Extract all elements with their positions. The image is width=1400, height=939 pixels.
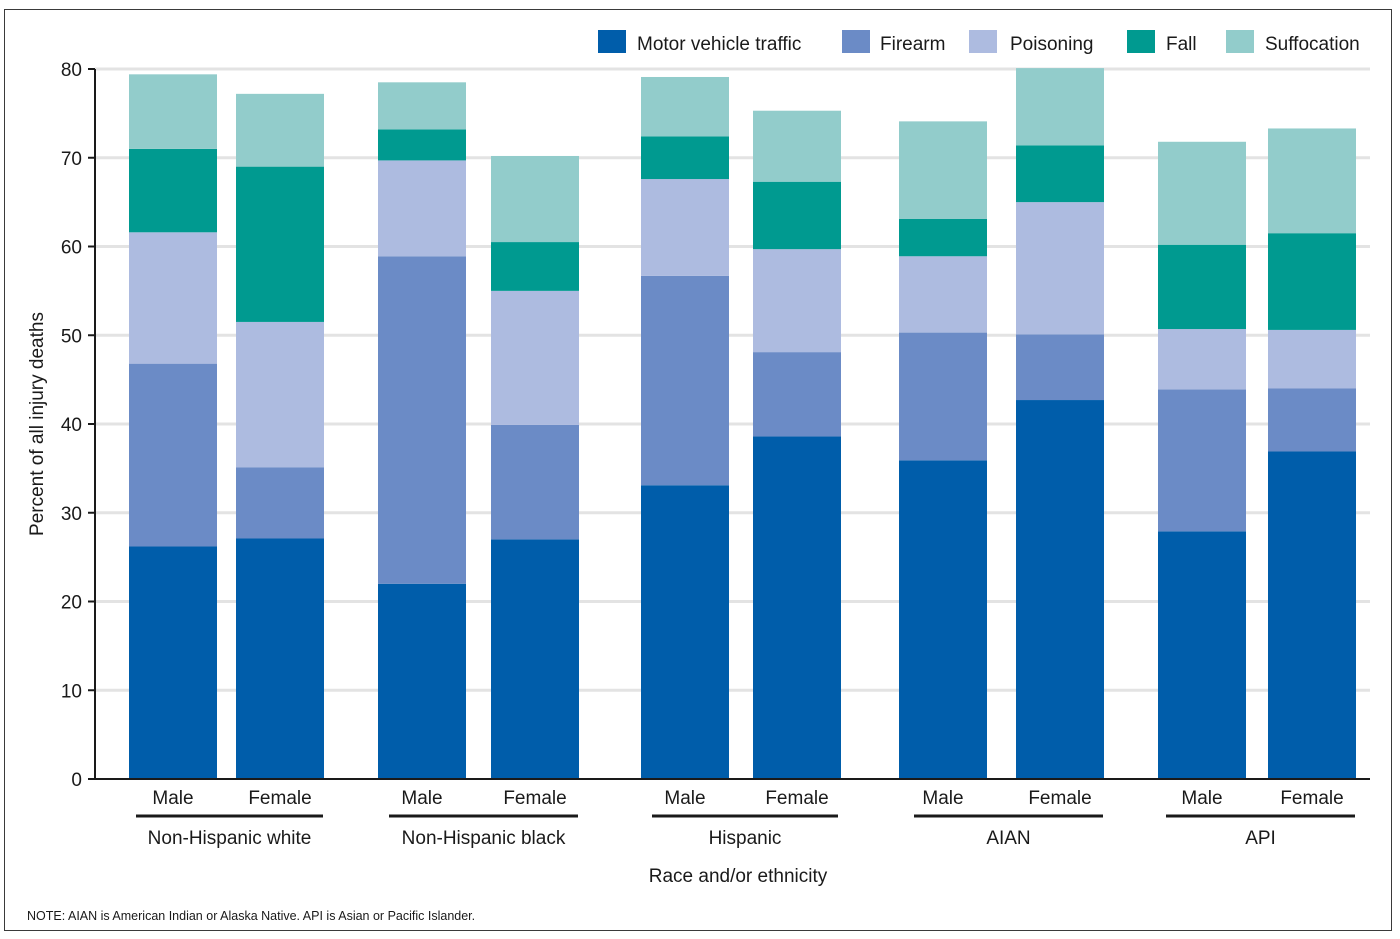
x-category-labels: Male Female Male Female Male Female Male Female… [136, 788, 1355, 849]
bar-segment-motor-vehicle-traffic-6 [899, 460, 987, 779]
bar-segment-poisoning-5 [753, 249, 841, 353]
bars [129, 68, 1356, 779]
x-subcategory-label-3: Female [503, 788, 566, 809]
bar-segment-suffocation-9 [1268, 128, 1356, 234]
y-tick-label-30: 30 [61, 504, 82, 525]
bar-segment-motor-vehicle-traffic-7 [1016, 400, 1104, 779]
bar-segment-firearm-0 [129, 363, 217, 547]
chart-frame [4, 9, 1392, 931]
bar-segment-motor-vehicle-traffic-1 [236, 538, 324, 779]
bar-segment-fall-6 [899, 218, 987, 257]
y-tick-label-60: 60 [61, 238, 82, 259]
legend-label-motor-vehicle-traffic: Motor vehicle traffic [637, 34, 801, 55]
legend-swatch-suffocation [1226, 30, 1254, 53]
legend-label-firearm: Firearm [880, 34, 945, 55]
bar-segment-fall-8 [1158, 244, 1246, 330]
y-tick-label-40: 40 [61, 415, 82, 436]
bar-segment-motor-vehicle-traffic-5 [753, 436, 841, 779]
x-group-label-4: API [1245, 828, 1276, 849]
y-tick-label-0: 0 [71, 770, 82, 791]
bar-segment-fall-2 [378, 129, 466, 161]
bar-segment-suffocation-7 [1016, 68, 1104, 146]
x-group-label-3: AIAN [986, 828, 1030, 849]
y-tick-label-70: 70 [61, 149, 82, 170]
x-subcategory-label-7: Female [1028, 788, 1091, 809]
bar-segment-firearm-7 [1016, 334, 1104, 401]
bar-segment-suffocation-4 [641, 76, 729, 137]
bar-segment-poisoning-4 [641, 179, 729, 276]
x-subcategory-label-1: Female [248, 788, 311, 809]
bar-segment-firearm-5 [753, 352, 841, 437]
bar-segment-firearm-9 [1268, 388, 1356, 452]
bar-segment-motor-vehicle-traffic-4 [641, 485, 729, 779]
legend: Motor vehicle traffic Firearm Poisoning Fal… [598, 30, 1360, 55]
y-tick-label-80: 80 [61, 60, 82, 81]
bar-segment-fall-9 [1268, 233, 1356, 330]
bar-segment-motor-vehicle-traffic-0 [129, 546, 217, 779]
legend-swatch-fall [1127, 30, 1155, 53]
bar-segment-suffocation-2 [378, 82, 466, 130]
legend-label-fall: Fall [1166, 34, 1197, 55]
bar-segment-firearm-3 [491, 424, 579, 540]
bar-segment-firearm-1 [236, 467, 324, 539]
bar-segment-firearm-6 [899, 332, 987, 461]
x-subcategory-label-6: Male [922, 788, 963, 809]
bar-segment-fall-1 [236, 166, 324, 322]
legend-swatch-poisoning [969, 30, 997, 53]
bar-segment-firearm-4 [641, 275, 729, 486]
bar-segment-poisoning-2 [378, 160, 466, 257]
y-tick-labels: 0 10 20 30 40 50 60 70 80 [61, 60, 95, 791]
bar-segment-poisoning-9 [1268, 329, 1356, 389]
x-axis-title: Race and/or ethnicity [649, 866, 828, 887]
bar-segment-fall-4 [641, 136, 729, 180]
bar-segment-poisoning-0 [129, 232, 217, 364]
bar-segment-fall-5 [753, 181, 841, 250]
bar-segment-motor-vehicle-traffic-2 [378, 583, 466, 779]
x-subcategory-label-4: Male [664, 788, 705, 809]
x-subcategory-label-2: Male [401, 788, 442, 809]
legend-label-poisoning: Poisoning [1010, 34, 1093, 55]
x-group-label-1: Non-Hispanic black [402, 828, 566, 849]
x-group-label-2: Hispanic [709, 828, 782, 849]
bar-segment-suffocation-1 [236, 93, 324, 167]
y-tick-label-10: 10 [61, 681, 82, 702]
bar-segment-suffocation-8 [1158, 141, 1246, 245]
bar-segment-motor-vehicle-traffic-3 [491, 539, 579, 779]
x-subcategory-label-0: Male [152, 788, 193, 809]
bar-segment-fall-3 [491, 242, 579, 291]
bar-segment-suffocation-0 [129, 74, 217, 149]
x-subcategory-label-8: Male [1181, 788, 1222, 809]
legend-swatch-firearm [842, 30, 870, 53]
bar-segment-motor-vehicle-traffic-8 [1158, 531, 1246, 779]
bar-segment-suffocation-3 [491, 155, 579, 243]
bar-segment-poisoning-1 [236, 321, 324, 468]
x-group-label-0: Non-Hispanic white [148, 828, 312, 849]
bar-segment-poisoning-7 [1016, 202, 1104, 335]
y-axis-title: Percent of all injury deaths [27, 312, 48, 536]
bar-segment-poisoning-3 [491, 290, 579, 425]
y-tick-label-50: 50 [61, 326, 82, 347]
bar-segment-fall-7 [1016, 145, 1104, 203]
legend-swatch-motor-vehicle-traffic [598, 30, 626, 53]
bar-segment-motor-vehicle-traffic-9 [1268, 451, 1356, 779]
x-subcategory-label-9: Female [1280, 788, 1343, 809]
bar-segment-firearm-8 [1158, 389, 1246, 532]
x-subcategory-label-5: Female [765, 788, 828, 809]
y-tick-label-20: 20 [61, 593, 82, 614]
footnote: NOTE: AIAN is American Indian or Alaska … [27, 909, 476, 923]
bar-segment-suffocation-6 [899, 121, 987, 219]
bar-segment-poisoning-8 [1158, 329, 1246, 390]
bar-segment-fall-0 [129, 148, 217, 233]
bar-segment-suffocation-5 [753, 110, 841, 182]
bar-segment-firearm-2 [378, 256, 466, 584]
bar-segment-poisoning-6 [899, 256, 987, 333]
legend-label-suffocation: Suffocation [1265, 34, 1360, 55]
